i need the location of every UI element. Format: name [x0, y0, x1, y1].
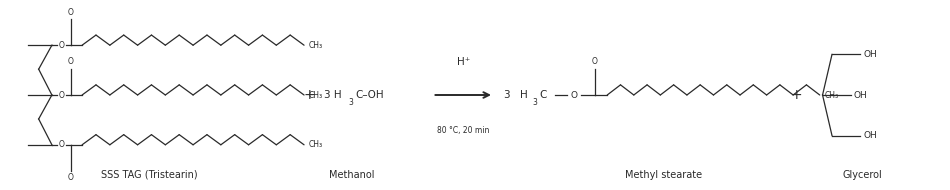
Text: H⁺: H⁺ [457, 57, 470, 67]
Text: 3 H: 3 H [324, 90, 341, 100]
Text: OH: OH [864, 131, 877, 140]
Text: O: O [67, 8, 74, 17]
Text: OH: OH [864, 50, 877, 59]
Text: CH₃: CH₃ [309, 41, 323, 50]
Text: C: C [540, 90, 546, 100]
Text: Methanol: Methanol [330, 170, 375, 180]
Text: O: O [67, 173, 74, 182]
Text: 3: 3 [533, 98, 538, 107]
Text: O: O [571, 90, 578, 100]
Text: O: O [67, 57, 74, 66]
Text: C–OH: C–OH [355, 90, 384, 100]
Text: 3: 3 [349, 98, 353, 107]
Text: 3: 3 [504, 90, 510, 100]
Text: Glycerol: Glycerol [843, 170, 883, 180]
Text: +: + [304, 88, 315, 102]
Text: OH: OH [854, 90, 867, 100]
Text: SSS TAG (Tristearin): SSS TAG (Tristearin) [101, 170, 198, 180]
Text: O: O [58, 140, 65, 149]
Text: CH₃: CH₃ [309, 90, 323, 100]
Text: Methyl stearate: Methyl stearate [625, 170, 702, 180]
Text: CH₃: CH₃ [309, 140, 323, 149]
Text: CH₃: CH₃ [825, 90, 839, 100]
Text: O: O [592, 57, 598, 66]
Text: 80 °C, 20 min: 80 °C, 20 min [437, 126, 489, 135]
Text: O: O [58, 90, 65, 100]
Text: +: + [790, 88, 802, 102]
Text: H: H [521, 90, 528, 100]
Text: O: O [58, 41, 65, 50]
